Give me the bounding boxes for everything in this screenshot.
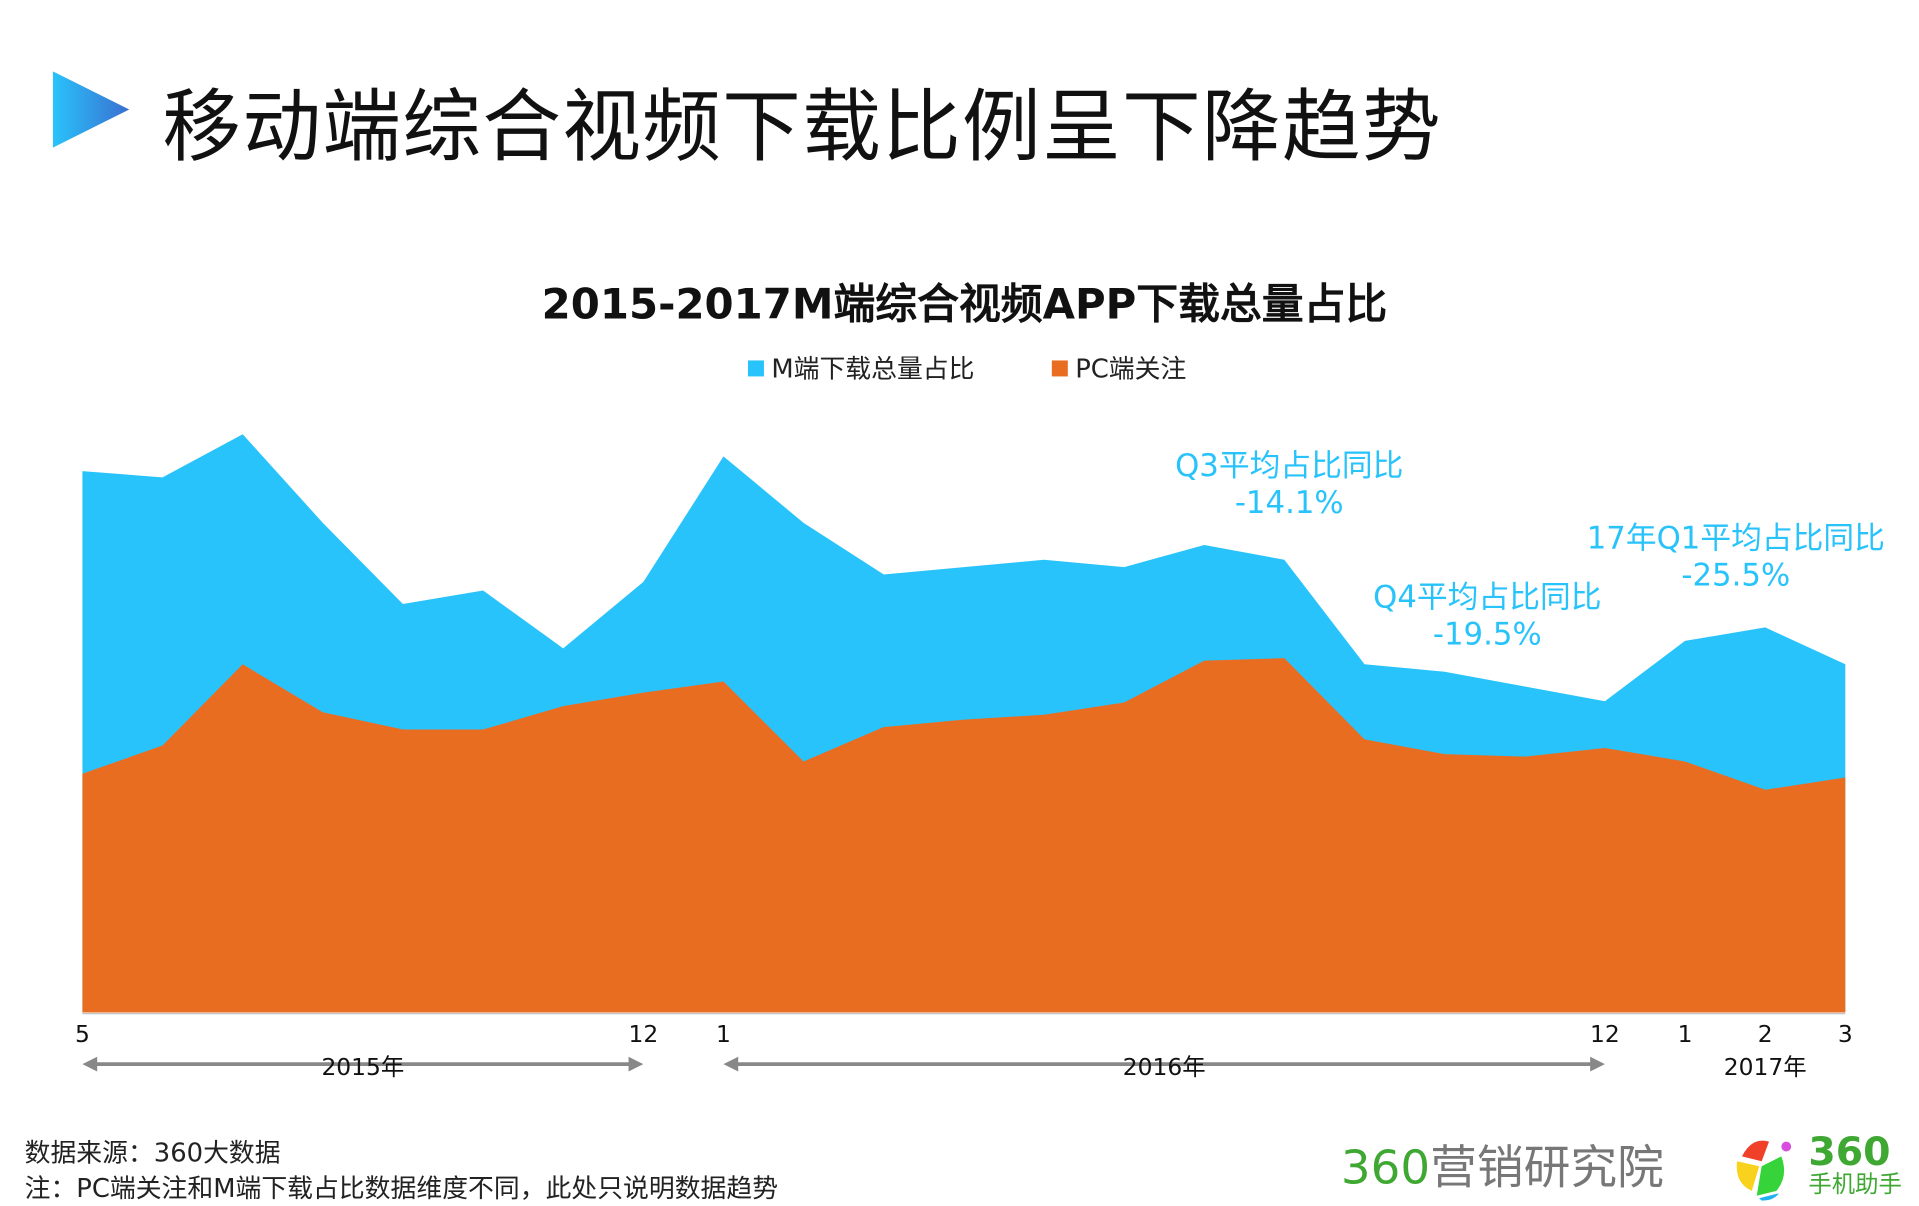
legend-swatch — [1051, 359, 1068, 376]
area-series-1 — [82, 658, 1846, 1013]
chart-title: 2015-2017M端综合视频APP下载总量占比 — [541, 280, 1388, 330]
year-span-arrow — [723, 1056, 1605, 1072]
year-span-arrow — [82, 1056, 644, 1072]
annotation-value: -14.1% — [1234, 484, 1344, 521]
data-source: 数据来源：360大数据 — [24, 1137, 281, 1168]
logo2-360-text: 360 — [1808, 1128, 1891, 1175]
annotation-label: Q4平均占比同比 — [1373, 579, 1602, 616]
year-label: 2017年 — [1723, 1054, 1807, 1082]
x-tick-label: 12 — [628, 1021, 659, 1049]
annotation-q3: Q3平均占比同比 -14.1% — [1175, 448, 1403, 522]
logo-360-research: 360营销研究院 — [1340, 1140, 1664, 1195]
annotation-q1-2017: 17年Q1平均占比同比 -25.5% — [1587, 520, 1885, 594]
logo2-subtitle: 手机助手 — [1808, 1171, 1902, 1199]
footnote: 注：PC端关注和M端下载占比数据维度不同，此处只说明数据趋势 — [24, 1173, 779, 1204]
annotation-q4: Q4平均占比同比 -19.5% — [1373, 579, 1601, 653]
annotation-value: -25.5% — [1681, 557, 1791, 593]
annotation-label: Q3平均占比同比 — [1175, 447, 1404, 484]
legend-item-m: M端下载总量占比 — [747, 349, 975, 386]
x-tick-label: 2 — [1757, 1021, 1773, 1049]
x-tick-label: 1 — [1677, 1021, 1693, 1049]
annotation-label: 17年Q1平均占比同比 — [1586, 520, 1885, 557]
play-triangle-icon — [52, 71, 130, 148]
legend-label: PC端关注 — [1075, 354, 1187, 384]
x-tick-label: 1 — [716, 1021, 731, 1049]
x-tick-label: 5 — [74, 1021, 90, 1049]
page-title: 移动端综合视频下载比例呈下降趋势 — [162, 82, 1442, 174]
x-tick-label: 3 — [1837, 1021, 1853, 1049]
x-tick-label: 12 — [1590, 1021, 1620, 1049]
legend-label: M端下载总量占比 — [771, 354, 975, 384]
legend-swatch — [747, 359, 764, 376]
year-label: 2016年 — [1122, 1054, 1206, 1082]
legend-item-pc: PC端关注 — [1051, 349, 1187, 386]
annotation-value: -19.5% — [1432, 616, 1542, 653]
year-label: 2015年 — [321, 1054, 405, 1082]
360-assistant-logo-icon — [1736, 1140, 1792, 1201]
